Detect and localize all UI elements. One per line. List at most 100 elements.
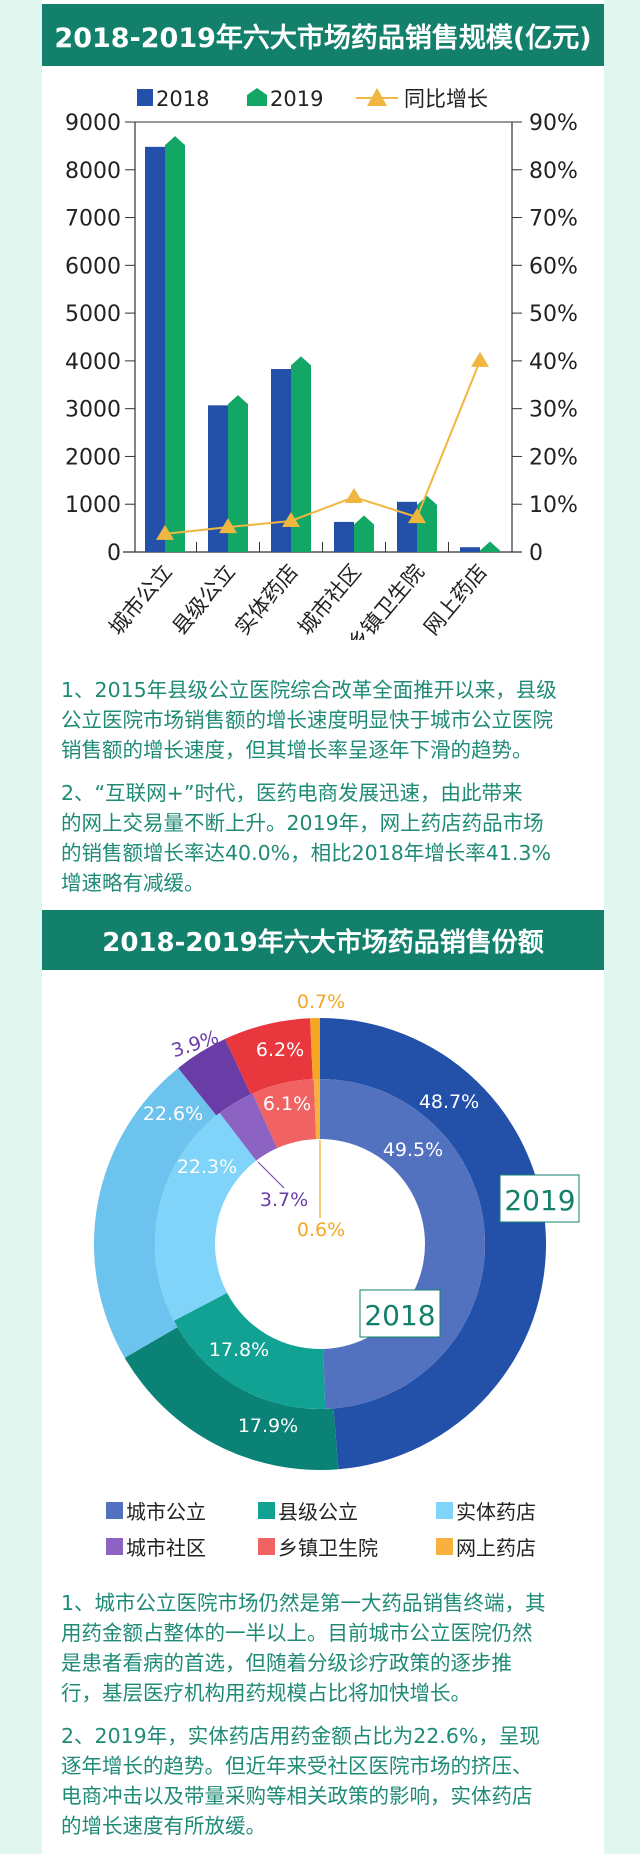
legend-marker-growth (367, 88, 387, 106)
slice-2019-6 (310, 1018, 320, 1080)
slice-2018-4 (219, 1093, 278, 1161)
x-tick-label: 网上药店 (419, 560, 491, 640)
text-line: 电商冲击以及带量采购等相关政策的影响，实体药店 (61, 1784, 533, 1808)
legend-label: 网上药店 (456, 1535, 536, 1560)
y2-tick-label: 90% (529, 111, 578, 136)
legend-swatch (258, 1537, 275, 1555)
legend-label: 城市公立 (126, 1499, 206, 1524)
legend-label-growth: 同比增长 (404, 87, 488, 111)
inner-label: 0.6% (297, 1219, 345, 1241)
bar-chart: 0 1000 2000 3000 4000 5000 6000 7000 8000 9000 0 10… (65, 87, 578, 640)
outer-label: 0.7% (297, 991, 345, 1013)
legend-swatch-2019 (247, 88, 267, 106)
slice-2018-2 (173, 1292, 326, 1409)
growth-marker-4 (345, 488, 363, 504)
bar-2019-1 (165, 136, 185, 552)
paragraph: 2、“互联网+”时代，医药电商发展迅速，由此带来 的网上交易量不断上升。2019年… (61, 778, 591, 898)
bar-chart-title: 2018-2019年六大市场药品销售规模(亿元) (42, 4, 604, 66)
legend-item: 城市社区 (106, 1531, 258, 1561)
bar-2019-4 (354, 515, 374, 552)
y2-tick-label: 80% (529, 159, 578, 184)
text-line: 用药金额占整体的一半以上。目前城市公立医院仍然 (61, 1621, 533, 1645)
growth-marker-6 (471, 351, 489, 367)
legend-label: 实体药店 (456, 1499, 536, 1524)
y-tick-label: 9000 (65, 111, 121, 136)
slice-2018-5 (252, 1079, 317, 1149)
outer-label: 6.2% (256, 1039, 304, 1061)
y2-tick-label: 60% (529, 254, 578, 279)
bar-2019-3 (291, 356, 311, 552)
y2-tick-label: 50% (529, 302, 578, 327)
text-line: 1、2015年县级公立医院综合改革全面推开以来，县级 (61, 678, 557, 702)
text-line: 公立医院市场销售额的增长速度明显快于城市公立医院 (61, 708, 553, 732)
slice-2019-2 (124, 1327, 339, 1470)
growth-marker-2 (219, 518, 237, 534)
y-tick-label: 2000 (65, 445, 121, 470)
legend-item: 网上药店 (436, 1531, 566, 1561)
text-line: 的网上交易量不断上升。2019年，网上药店药品市场 (61, 811, 544, 835)
inner-label: 3.7% (260, 1189, 308, 1211)
text-line: 逐年增长的趋势。但近年来受社区医院市场的挤压、 (61, 1754, 533, 1778)
inner-label: 6.1% (263, 1093, 311, 1115)
inner-label: 22.3% (177, 1156, 237, 1178)
legend-label-2018: 2018 (156, 87, 209, 111)
bar-2018-5 (397, 501, 417, 552)
slice-2019-4 (178, 1038, 251, 1116)
bar-2019-6 (480, 541, 500, 552)
y-tick-label: 0 (107, 541, 121, 566)
pie-chart-title: 2018-2019年六大市场药品销售份额 (42, 910, 604, 970)
growth-line (164, 360, 481, 535)
text-line: 2、“互联网+”时代，医药电商发展迅速，由此带来 (61, 781, 523, 805)
growth-marker-5 (408, 508, 426, 524)
paragraph: 2、2019年，实体药店用药金额占比为22.6%，呈现 逐年增长的趋势。但近年来受… (61, 1721, 591, 1841)
slice-2019-1 (320, 1018, 547, 1470)
y-tick-label: 5000 (65, 302, 121, 327)
text-line: 1、城市公立医院市场仍然是第一大药品销售终端，其 (61, 1591, 546, 1615)
legend-swatch (106, 1501, 123, 1519)
inner-label: 49.5% (383, 1139, 443, 1161)
legend-item: 县级公立 (258, 1495, 436, 1525)
year-label-2019: 2019 (504, 1184, 575, 1217)
leader-line-community (257, 1161, 285, 1189)
y-tick-label: 4000 (65, 350, 121, 375)
outer-label: 17.9% (238, 1415, 298, 1437)
bar-2019-5 (417, 495, 437, 552)
bar-2018-1 (145, 146, 165, 552)
x-tick-label: 县级公立 (167, 560, 239, 640)
section2-text: 1、城市公立医院市场仍然是第一大药品销售终端，其 用药金额占整体的一半以上。目前城… (61, 1588, 591, 1841)
legend-label-2019: 2019 (270, 87, 323, 111)
legend-item: 城市公立 (106, 1495, 258, 1525)
donut-chart: 48.7%17.9%22.6%3.9% 6.2%0.7%49.5%17.8%22.… (94, 991, 580, 1470)
y2-tick-label: 10% (529, 493, 578, 518)
year-box-2018 (359, 1289, 441, 1338)
legend-swatch (258, 1501, 275, 1519)
legend-item: 实体药店 (436, 1495, 566, 1525)
slice-2019-3 (94, 1068, 217, 1358)
outer-label: 22.6% (143, 1103, 203, 1125)
paragraph: 1、2015年县级公立医院综合改革全面推开以来，县级 公立医院市场销售额的增长速度… (61, 675, 591, 765)
year-label-2018: 2018 (364, 1299, 435, 1332)
paragraph: 1、城市公立医院市场仍然是第一大药品销售终端，其 用药金额占整体的一半以上。目前城… (61, 1588, 591, 1708)
year-box-2019 (499, 1174, 580, 1223)
text-line: 增速略有减缓。 (61, 871, 205, 895)
outer-label: 48.7% (419, 1091, 479, 1113)
bar-2018-4 (334, 521, 354, 552)
legend-label: 县级公立 (278, 1499, 358, 1524)
text-line: 是患者看病的首选，但随着分级诊疗政策的逐步推 (61, 1651, 512, 1675)
bar-2018-6 (460, 547, 480, 552)
legend-swatch (436, 1501, 453, 1519)
text-line: 的销售额增长率达40.0%，相比2018年增长率41.3% (61, 841, 551, 865)
text-line: 的增长速度有所放缓。 (61, 1814, 266, 1838)
growth-marker-3 (282, 511, 300, 527)
section1-text: 1、2015年县级公立医院综合改革全面推开以来，县级 公立医院市场销售额的增长速度… (61, 675, 591, 898)
legend-swatch (436, 1537, 453, 1555)
legend-label: 乡镇卫生院 (278, 1535, 378, 1560)
text-line: 行，基层医疗机构用药规模占比将加快增长。 (61, 1681, 471, 1705)
slice-2018-1 (320, 1079, 485, 1409)
legend-item: 乡镇卫生院 (258, 1531, 436, 1561)
y-tick-label: 6000 (65, 254, 121, 279)
legend-swatch-2018 (137, 89, 153, 106)
legend-swatch (106, 1537, 123, 1555)
y2-tick-label: 70% (529, 207, 578, 232)
inner-label: 17.8% (209, 1339, 269, 1361)
